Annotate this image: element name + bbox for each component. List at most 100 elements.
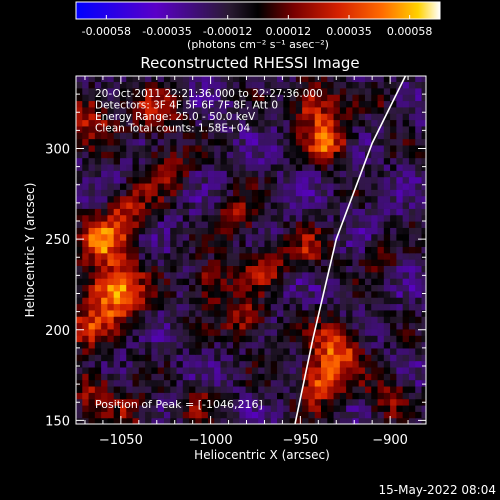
heatmap-cell [138,227,146,235]
heatmap-cell [302,227,310,235]
heatmap-cell [195,170,203,178]
heatmap-cell [145,214,152,222]
heatmap-cell [107,265,115,273]
heatmap-cell [333,119,341,127]
colorbar-gradient [75,1,441,20]
heatmap-cell [371,398,379,406]
heatmap-cell [94,259,102,266]
heatmap-cell [408,303,416,311]
heatmap-cell [233,392,240,400]
heatmap-cell [214,411,222,419]
heatmap-cell [113,138,121,146]
heatmap-cell [88,240,96,247]
heatmap-cell [289,87,297,95]
heatmap-cell [264,240,272,247]
heatmap-cell [339,316,347,324]
heatmap-cell [201,106,209,114]
heatmap-cell [119,385,127,393]
heatmap-cell [151,151,159,159]
heatmap-cell [233,144,240,152]
heatmap-cell [76,354,83,362]
heatmap-cell [421,297,426,305]
heatmap-cell [277,157,284,165]
heatmap-cell [421,208,426,216]
heatmap-cell [321,125,328,133]
heatmap-cell [346,398,354,406]
heatmap-cell [333,151,341,159]
solar-limb-line [294,76,407,424]
heatmap-cell [163,227,171,235]
heatmap-cell [151,360,159,368]
heatmap-cell [295,347,303,355]
heatmap-cell [333,398,341,406]
heatmap-cell [346,163,354,171]
heatmap-cell [415,354,423,362]
heatmap-cell [258,87,266,95]
heatmap-cell [233,201,240,209]
heatmap-cell [145,182,152,190]
heatmap-cell [377,76,385,83]
heatmap-cell [321,176,328,184]
heatmap-cell [258,373,266,381]
heatmap-cell [239,195,247,203]
heatmap-cell [145,354,152,362]
heatmap-cell [207,81,215,89]
heatmap-cell [283,189,291,197]
heatmap-cell [289,189,297,197]
heatmap-cell [145,271,152,279]
heatmap-cell [170,76,178,83]
heatmap-cell [82,157,90,165]
heatmap-cell [264,189,272,197]
heatmap-cell [364,221,372,228]
heatmap-cell [277,227,284,235]
heatmap-cell [151,411,159,419]
heatmap-cell [82,132,90,140]
heatmap-cell [289,113,297,121]
heatmap-cell [119,366,127,374]
heatmap-cell [94,271,102,279]
heatmap-cell [214,113,222,121]
heatmap-cell [371,278,379,286]
heatmap-cell [94,132,102,140]
heatmap-cell [239,290,247,298]
heatmap-cell [239,360,247,368]
heatmap-cell [94,233,102,241]
heatmap-cell [132,265,140,273]
heatmap-cell [132,208,140,216]
heatmap-cell [339,360,347,368]
heatmap-cell [201,189,209,197]
heatmap-cell [251,328,259,336]
heatmap-cell [182,297,190,305]
heatmap-cell [339,163,347,171]
heatmap-cell [314,322,322,330]
heatmap-cell [264,233,272,241]
heatmap-cell [145,113,152,121]
heatmap-cell [163,170,171,178]
heatmap-cell [138,125,146,133]
heatmap-cell [138,385,146,393]
heatmap-cell [302,182,310,190]
heatmap-cell [352,373,360,381]
heatmap-cell [321,138,328,146]
heatmap-cell [283,119,291,127]
heatmap-cell [239,278,247,286]
heatmap-cell [283,284,291,292]
heatmap-cell [396,398,404,406]
heatmap-cell [270,309,278,317]
heatmap-cell [327,221,335,228]
heatmap-cell [113,271,121,279]
heatmap-cell [264,176,272,184]
heatmap-cell [408,87,416,95]
heatmap-cell [421,76,426,83]
heatmap-cell [270,76,278,83]
heatmap-cell [176,151,184,159]
heatmap-cell [352,398,360,406]
heatmap-cell [170,119,178,127]
heatmap-cell [314,259,322,266]
heatmap-cell [182,151,190,159]
heatmap-cell [189,385,196,393]
heatmap-cell [170,208,178,216]
heatmap-cell [289,195,297,203]
heatmap-cell [88,125,96,133]
heatmap-cell [163,335,171,343]
